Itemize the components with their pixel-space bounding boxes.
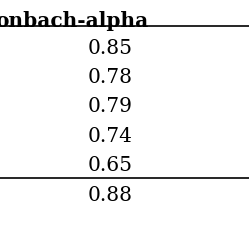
Text: 0.65: 0.65 bbox=[87, 156, 132, 175]
Text: 0.88: 0.88 bbox=[87, 186, 132, 204]
Text: 0.85: 0.85 bbox=[87, 39, 132, 58]
Text: 0.74: 0.74 bbox=[87, 127, 132, 146]
Text: 0.78: 0.78 bbox=[87, 68, 132, 87]
Text: 0.79: 0.79 bbox=[87, 97, 132, 116]
Text: onbach-alpha: onbach-alpha bbox=[0, 11, 148, 31]
